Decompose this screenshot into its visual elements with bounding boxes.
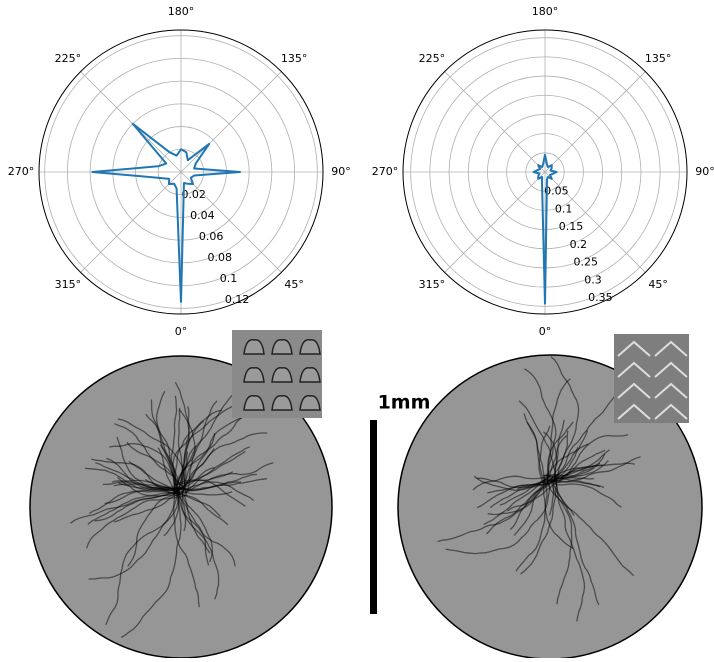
grid-spoke: [445, 172, 545, 272]
angle-tick-label: 135°: [645, 52, 672, 65]
radial-tick-label: 0.1: [220, 272, 238, 285]
scale-bar-label: 1mm: [378, 392, 431, 414]
angle-tick-label: 225°: [55, 52, 82, 65]
angle-tick-label: 90°: [331, 165, 351, 178]
figure: 1mm 0° 45° 90° 135° 180° 225° 270° 315° 0.02 0.04…: [0, 0, 714, 658]
grid-spoke: [81, 172, 181, 272]
radial-tick-label: 0.12: [225, 293, 250, 306]
radial-tick-label: 0.02: [181, 188, 206, 201]
inset-right: [614, 334, 689, 423]
polar-chart: 0° 45° 90° 135° 180° 225° 270° 315° 0.02 0.04 0.06…: [8, 5, 351, 338]
radial-tick-label: 0.2: [570, 238, 588, 251]
angle-tick-label: 315°: [419, 278, 446, 291]
angle-tick-label: 180°: [168, 5, 195, 18]
radial-tick-label: 0.15: [559, 220, 584, 233]
angle-tick-label: 45°: [648, 278, 668, 291]
angle-tick-label: 270°: [8, 165, 35, 178]
angle-tick-label: 180°: [532, 5, 559, 18]
radial-tick-label: 0.25: [573, 256, 598, 269]
angle-tick-label: 270°: [372, 165, 399, 178]
angle-tick-label: 0°: [175, 325, 188, 338]
radial-tick-label: 0.1: [555, 202, 573, 215]
angle-tick-label: 90°: [695, 165, 714, 178]
angle-tick-label: 315°: [55, 278, 82, 291]
scale-bar: [370, 420, 377, 614]
inset-left: [232, 330, 322, 418]
radial-tick-label: 0.06: [199, 230, 224, 243]
radial-tick-label: 0.35: [588, 291, 613, 304]
angle-tick-label: 225°: [419, 52, 446, 65]
grid-spoke: [545, 72, 645, 172]
radial-tick-label: 0.04: [190, 209, 215, 222]
grid-spoke: [445, 72, 545, 172]
radial-tick-label: 0.08: [208, 251, 233, 264]
rose-line: [92, 124, 240, 303]
grid-spoke: [181, 72, 281, 172]
angle-tick-label: 135°: [281, 52, 308, 65]
radial-tick-label: 0.3: [584, 273, 602, 286]
angle-tick-label: 0°: [539, 325, 552, 338]
grid-spoke: [81, 72, 181, 172]
polar-chart: 0°45°90°135°180°225°270°315°0.050.10.150…: [372, 5, 714, 338]
angle-tick-label: 45°: [284, 278, 304, 291]
